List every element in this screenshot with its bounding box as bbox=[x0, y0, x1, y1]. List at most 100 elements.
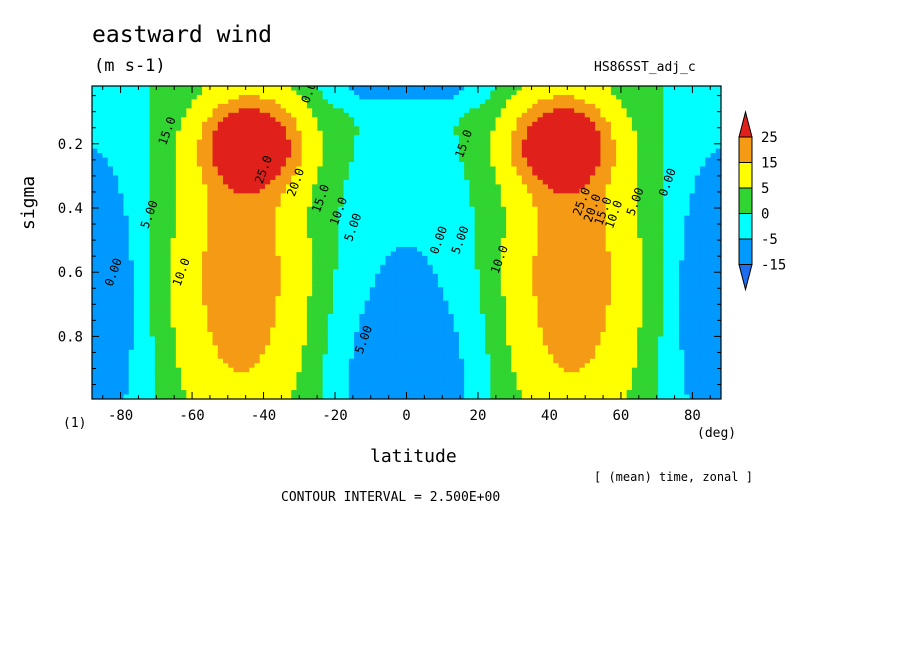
field-cell bbox=[238, 264, 245, 270]
field-cell bbox=[396, 135, 402, 141]
field-cell bbox=[327, 99, 334, 105]
field-cell bbox=[359, 349, 366, 355]
field-cell bbox=[453, 103, 460, 109]
field-cell bbox=[202, 112, 208, 118]
field-cell bbox=[285, 385, 292, 391]
field-cell bbox=[217, 278, 224, 284]
field-cell bbox=[432, 94, 439, 101]
field-cell bbox=[92, 381, 98, 387]
field-cell bbox=[306, 390, 313, 396]
field-cell bbox=[385, 144, 392, 150]
field-cell bbox=[149, 117, 156, 123]
field-cell bbox=[343, 242, 350, 248]
field-cell bbox=[359, 381, 366, 387]
field-cell bbox=[453, 340, 460, 346]
field-cell bbox=[296, 121, 303, 127]
field-cell bbox=[160, 354, 166, 360]
field-cell bbox=[291, 309, 298, 315]
field-cell bbox=[385, 372, 392, 378]
field-cell bbox=[238, 381, 245, 387]
field-cell bbox=[175, 121, 182, 127]
field-cell bbox=[128, 394, 135, 399]
field-cell bbox=[406, 372, 413, 378]
field-cell bbox=[254, 322, 261, 329]
field-cell bbox=[453, 381, 460, 387]
field-cell bbox=[223, 251, 229, 257]
field-cell bbox=[112, 148, 119, 154]
field-cell bbox=[406, 148, 413, 154]
field-cell bbox=[118, 300, 125, 306]
field-cell bbox=[448, 385, 455, 391]
field-cell bbox=[144, 90, 151, 96]
field-cell bbox=[207, 94, 214, 101]
field-cell bbox=[359, 103, 366, 109]
field-cell bbox=[92, 246, 98, 253]
field-cell bbox=[437, 349, 444, 355]
field-cell bbox=[249, 269, 256, 275]
field-cell bbox=[317, 229, 324, 235]
field-cell bbox=[322, 255, 329, 261]
field-cell bbox=[160, 135, 166, 141]
field-cell bbox=[165, 255, 172, 261]
field-cell bbox=[254, 206, 261, 212]
field-cell bbox=[322, 363, 329, 369]
field-cell bbox=[443, 381, 450, 387]
field-cell bbox=[244, 184, 250, 190]
field-cell bbox=[416, 175, 423, 181]
field-cell bbox=[327, 354, 334, 360]
field-cell bbox=[448, 99, 455, 105]
field-cell bbox=[92, 358, 98, 364]
field-cell bbox=[170, 112, 177, 118]
field-cell bbox=[149, 188, 156, 194]
field-cell bbox=[333, 99, 339, 105]
field-cell bbox=[348, 363, 355, 369]
field-cell bbox=[217, 376, 224, 382]
field-cell bbox=[191, 349, 198, 355]
field-cell bbox=[380, 238, 387, 244]
field-cell bbox=[128, 381, 135, 387]
field-cell bbox=[322, 148, 329, 154]
field-cell bbox=[448, 157, 455, 163]
field-cell bbox=[102, 170, 109, 177]
field-cell bbox=[375, 282, 381, 288]
field-cell bbox=[112, 336, 119, 342]
field-cell bbox=[280, 296, 287, 302]
field-cell bbox=[170, 94, 177, 101]
field-cell bbox=[217, 220, 224, 226]
field-cell bbox=[223, 314, 229, 320]
field-cell bbox=[385, 385, 392, 391]
field-cell bbox=[165, 99, 172, 105]
field-cell bbox=[133, 318, 140, 324]
field-cell bbox=[458, 327, 465, 333]
field-cell bbox=[375, 233, 381, 239]
field-cell bbox=[149, 193, 156, 199]
field-cell bbox=[233, 358, 240, 364]
field-cell bbox=[322, 394, 329, 399]
field-cell bbox=[264, 148, 271, 154]
field-cell bbox=[422, 86, 429, 92]
field-cell bbox=[139, 121, 146, 127]
field-cell bbox=[128, 349, 135, 355]
field-cell bbox=[149, 206, 156, 212]
field-cell bbox=[191, 90, 198, 96]
field-cell bbox=[170, 193, 177, 199]
field-cell bbox=[133, 215, 140, 221]
field-cell bbox=[112, 162, 119, 168]
field-cell bbox=[133, 170, 140, 177]
field-cell bbox=[139, 144, 146, 150]
field-cell bbox=[427, 381, 434, 387]
field-cell bbox=[217, 86, 224, 92]
field-cell bbox=[186, 179, 193, 185]
field-cell bbox=[97, 363, 104, 369]
field-cell bbox=[338, 94, 345, 101]
field-cell bbox=[338, 300, 345, 306]
field-cell bbox=[275, 345, 282, 351]
field-cell bbox=[275, 188, 282, 194]
field-cell bbox=[411, 291, 418, 297]
field-cell bbox=[139, 112, 146, 118]
field-cell bbox=[448, 318, 455, 324]
field-cell bbox=[118, 215, 125, 221]
field-cell bbox=[133, 184, 140, 190]
field-cell bbox=[133, 309, 140, 315]
field-cell bbox=[432, 99, 439, 105]
